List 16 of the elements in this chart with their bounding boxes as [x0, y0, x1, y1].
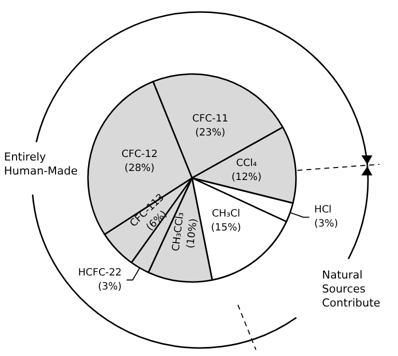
- slice-label: CH₃Cl: [212, 208, 240, 220]
- slice-label: CH₃CCl₃: [170, 212, 186, 252]
- text: Natural Sources Contribute: [322, 268, 381, 310]
- slice-label: HCl: [314, 204, 332, 216]
- slice-label: HCFC-22: [78, 267, 122, 278]
- slice-label: CFC-12: [122, 148, 158, 160]
- data-label: (15%): [210, 222, 242, 234]
- text: Entirely Human-Made: [4, 150, 78, 178]
- data-label: (3%): [314, 218, 338, 230]
- data-label: (28%): [124, 162, 155, 174]
- data-label: (23%): [195, 128, 226, 139]
- data-label: (10%): [185, 218, 200, 249]
- slice-label: CFC-11: [192, 114, 228, 125]
- slice-label: CCl₄: [236, 158, 257, 170]
- data-label: (12%): [232, 172, 262, 184]
- data-label: (3%): [98, 281, 122, 292]
